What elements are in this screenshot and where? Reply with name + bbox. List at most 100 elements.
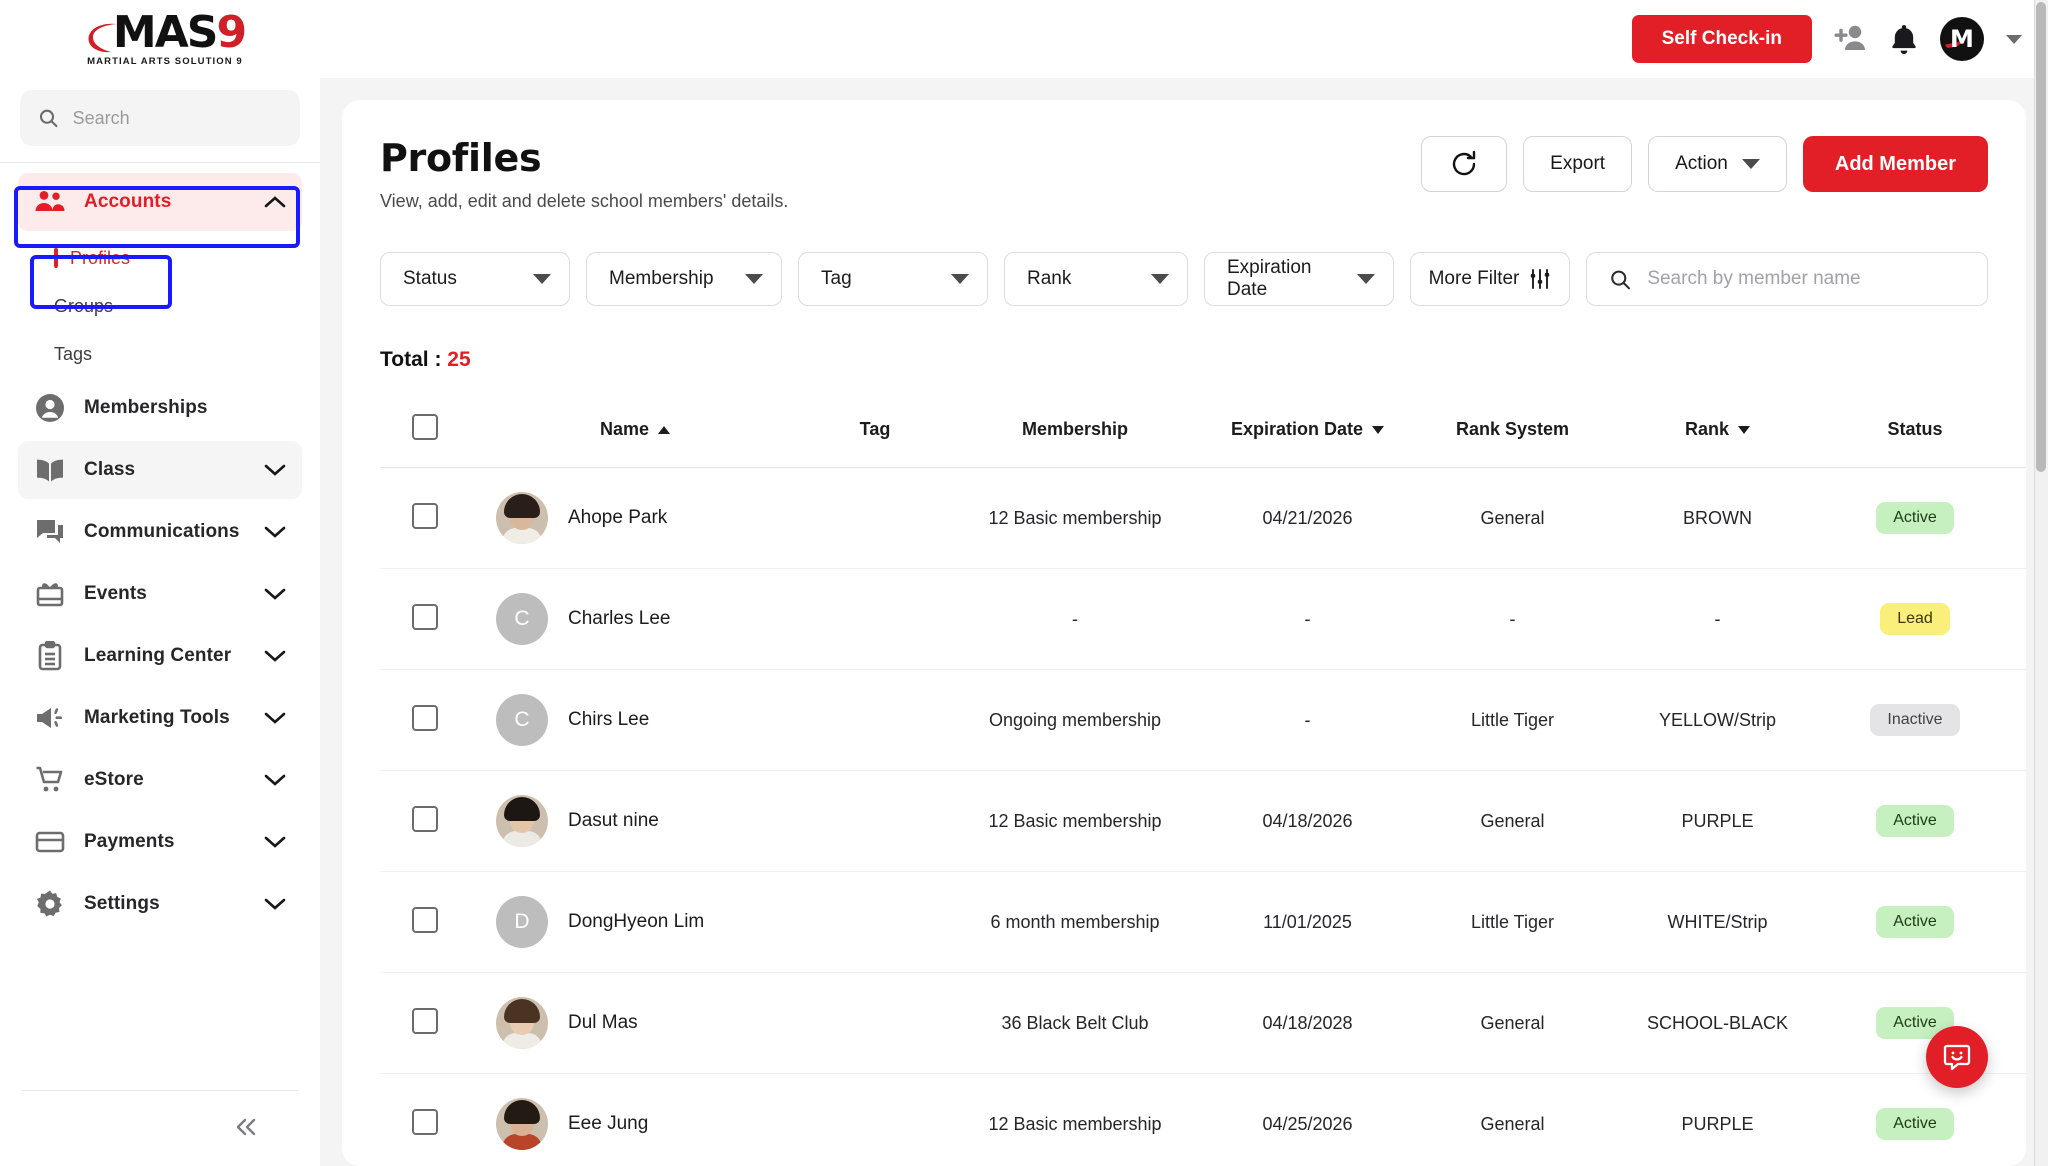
action-dropdown-button[interactable]: Action [1648,136,1787,192]
sidebar-divider [0,162,320,163]
chevron-down-icon[interactable] [264,649,286,663]
collapse-glyph [236,1118,256,1135]
chevron-double-left-icon[interactable] [232,1116,262,1142]
filter-membership[interactable]: Membership [586,252,782,306]
row-checkbox[interactable] [412,704,438,731]
th-label: Rank [1684,419,1729,439]
table-row[interactable]: C Chirs Lee Ongoing membership - Little Tige… [380,669,2026,771]
avatar-body [502,1033,542,1049]
bell-icon[interactable] [1890,23,1918,55]
chevron-down-icon[interactable] [264,525,286,539]
sidebar-item-payments[interactable]: Payments [18,813,302,871]
sidebar-search[interactable] [20,90,300,146]
filter-expiration-date[interactable]: Expiration Date [1204,252,1394,306]
sidebar-item-settings[interactable]: Settings [18,875,302,933]
refresh-button[interactable] [1421,136,1508,192]
member-name[interactable]: Dasut nine [568,810,659,831]
avatar[interactable] [496,492,548,544]
chevron-down-icon[interactable] [264,773,286,787]
sidebar-item-events[interactable]: Events [18,565,302,623]
th-rank-system[interactable]: Rank System [1415,400,1610,468]
row-checkbox[interactable] [412,1108,438,1135]
avatar[interactable] [496,1098,548,1150]
row-checkbox[interactable] [412,502,438,529]
table-row[interactable]: Dasut nine 12 Basic membership 04/18/2026 G… [380,770,2026,872]
select-all-checkbox[interactable] [412,414,438,440]
sidebar-item-memberships[interactable]: Memberships [18,379,302,437]
chevron-down-icon[interactable] [264,897,286,911]
sidebar-item-learning-center[interactable]: Learning Center [18,627,302,685]
table-row[interactable]: Eee Jung 12 Basic membership 04/25/2026 Gen… [380,1073,2026,1166]
table-row[interactable]: D DongHyeon Lim 6 month membership 11/01/20… [380,871,2026,973]
chat-smiley-icon[interactable] [1926,1026,1988,1088]
page-scrollbar[interactable] [2034,0,2048,1166]
member-search[interactable] [1586,252,1988,306]
more-filter-button[interactable]: More Filter [1410,252,1570,306]
filter-tag[interactable]: Tag [798,252,988,306]
table-header: Name Tag Membership Expiration Date Rank… [380,400,2026,468]
add-person-icon[interactable] [1834,24,1868,54]
sidebar-subitem-profiles[interactable]: Profiles [18,235,302,281]
sidebar-item-class[interactable]: Class [18,441,302,499]
filter-rank[interactable]: Rank [1004,252,1188,306]
chevron-up-icon[interactable] [264,195,286,209]
page-scroll-thumb[interactable] [2036,2,2046,472]
row-checkbox[interactable] [412,1007,438,1034]
table-row[interactable]: Ahope Park 12 Basic membership 04/21/2026 G… [380,467,2026,569]
table-row[interactable]: Dul Mas 36 Black Belt Club 04/18/2028 Gener… [380,972,2026,1074]
row-checkbox[interactable] [412,906,438,933]
name-cell: D DongHyeon Lim [470,871,800,973]
th-tag[interactable]: Tag [800,400,950,468]
chevron-down-icon[interactable] [264,711,286,725]
th-select-all [380,400,470,468]
membership-cell: Ongoing membership [950,669,1200,771]
avatar[interactable] [496,997,548,1049]
row-checkbox[interactable] [412,603,438,630]
chevron-down-icon[interactable] [2006,34,2022,44]
sidebar-item-communications[interactable]: Communications [18,503,302,561]
th-rank[interactable]: Rank [1610,400,1825,468]
th-name[interactable]: Name [470,400,800,468]
avatar[interactable]: C [496,694,548,746]
member-name[interactable]: Ahope Park [568,507,668,528]
sidebar-subitem-groups[interactable]: Groups [18,283,302,329]
sidebar-search-input[interactable] [72,107,282,129]
avatar[interactable]: M [1940,17,1984,61]
body-row: Accounts Profiles Groups Tags [0,78,2048,1166]
th-membership[interactable]: Membership [950,400,1200,468]
sidebar-item-estore[interactable]: eStore [18,751,302,809]
member-name[interactable]: Chirs Lee [568,709,650,730]
rank-cell: YELLOW/Strip [1610,669,1825,771]
avatar-hair [504,494,540,518]
add-member-button[interactable]: Add Member [1802,136,1988,192]
export-button[interactable]: Export [1523,136,1633,192]
filter-status[interactable]: Status [380,252,570,306]
brand-logo[interactable]: MAS9 MARTIAL ARTS SOLUTION 9 [0,11,320,67]
self-check-in-button[interactable]: Self Check-in [1631,15,1812,63]
th-status[interactable]: Status [1825,400,2005,468]
sidebar-item-label: Marketing Tools [84,707,230,728]
rank-cell: PURPLE [1610,1073,1825,1166]
search-icon [1611,270,1631,289]
avatar[interactable] [496,795,548,847]
member-name[interactable]: Charles Lee [568,608,671,629]
member-search-input[interactable] [1647,268,1965,290]
avatar[interactable]: C [496,593,548,645]
rank-system-cell: General [1415,467,1610,569]
payment-cell: - [2005,467,2026,569]
sidebar-subitem-tags[interactable]: Tags [18,331,302,377]
avatar[interactable]: D [496,896,548,948]
th-payment-info[interactable]: Payment Info [2005,400,2026,468]
chevron-down-icon[interactable] [264,587,286,601]
sidebar-item-accounts[interactable]: Accounts [18,173,302,231]
th-expiration-date[interactable]: Expiration Date [1200,400,1415,468]
member-name[interactable]: Dul Mas [568,1012,638,1033]
member-name[interactable]: DongHyeon Lim [568,911,705,932]
sidebar-item-marketing-tools[interactable]: Marketing Tools [18,689,302,747]
chevron-down-glyph [2006,34,2022,44]
chevron-down-icon[interactable] [264,835,286,849]
member-name[interactable]: Eee Jung [568,1113,649,1134]
row-checkbox[interactable] [412,805,438,832]
chevron-down-icon[interactable] [264,463,286,477]
